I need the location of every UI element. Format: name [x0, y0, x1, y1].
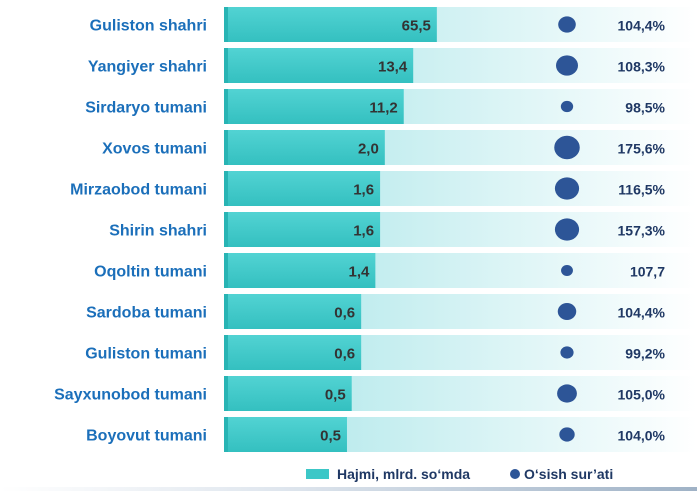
category-label: Guliston tumani — [85, 346, 207, 363]
volume-value-label: 1,6 — [353, 223, 374, 240]
legend-swatch-volume — [306, 469, 329, 479]
bottom-divider — [0, 487, 697, 491]
category-label: Yangiyer shahri — [88, 59, 207, 76]
volume-value-label: 65,5 — [402, 18, 431, 35]
category-label: Sirdaryo tumani — [85, 100, 207, 117]
category-label: Xovos tumani — [102, 141, 207, 158]
volume-bar — [224, 376, 352, 411]
volume-value-label: 2,0 — [358, 141, 379, 158]
legend-label-growth: O‘sish sur’ati — [524, 466, 614, 482]
bar-edge — [224, 89, 228, 124]
growth-circle — [554, 135, 580, 160]
growth-value-label: 157,3% — [618, 223, 666, 239]
volume-value-label: 0,5 — [325, 387, 346, 404]
category-label: Shirin shahri — [109, 223, 207, 240]
chart-row: Mirzaobod tumani 1,6 116,5% — [70, 171, 697, 206]
growth-value-label: 98,5% — [625, 100, 665, 116]
chart-row: Guliston shahri 65,5 104,4% — [90, 7, 697, 42]
category-label: Boyovut tumani — [86, 428, 207, 445]
volume-bar — [224, 48, 414, 83]
volume-bar — [224, 335, 362, 370]
growth-value-label: 104,4% — [618, 18, 666, 34]
growth-value-label: 107,7 — [630, 264, 665, 280]
bar-edge — [224, 294, 228, 329]
growth-value-label: 104,4% — [618, 305, 666, 321]
bar-edge — [224, 130, 228, 165]
bar-edge — [224, 171, 228, 206]
volume-value-label: 0,6 — [334, 305, 355, 322]
legend-swatch-growth — [510, 469, 520, 479]
category-label: Sardoba tumani — [86, 305, 207, 322]
chart-row: Sayxunobod tumani 0,5 105,0% — [54, 376, 697, 411]
growth-value-label: 105,0% — [618, 387, 666, 403]
legend-item-growth: O‘sish sur’ati — [510, 464, 613, 484]
volume-value-label: 1,6 — [353, 182, 374, 199]
growth-value-label: 116,5% — [618, 182, 665, 198]
growth-value-label: 104,0% — [618, 428, 666, 444]
volume-value-label: 13,4 — [378, 59, 408, 76]
bar-edge — [224, 48, 228, 83]
volume-bar — [224, 171, 381, 206]
chart-row: Sardoba tumani 0,6 104,4% — [86, 294, 697, 329]
legend-item-volume: Hajmi, mlrd. so‘mda — [306, 464, 470, 484]
growth-circle — [556, 55, 578, 76]
growth-value-label: 99,2% — [625, 346, 665, 362]
bar-edge — [224, 376, 228, 411]
bar-edge — [224, 212, 228, 247]
bar-edge — [224, 7, 228, 42]
category-label: Sayxunobod tumani — [54, 387, 207, 404]
chart-row: Sirdaryo tumani 11,2 98,5% — [85, 89, 697, 124]
volume-bar — [224, 212, 381, 247]
growth-circle — [554, 218, 580, 241]
chart-row: Yangiyer shahri 13,4 108,3% — [88, 48, 697, 83]
category-label: Guliston shahri — [90, 18, 207, 35]
volume-value-label: 1,4 — [349, 264, 371, 281]
growth-circle — [557, 302, 577, 321]
growth-circle — [558, 16, 576, 33]
chart-row: Shirin shahri 1,6 157,3% — [109, 212, 697, 247]
growth-circle — [559, 427, 575, 442]
growth-circle — [560, 100, 574, 113]
chart-row: Oqoltin tumani 1,4 107,7 — [94, 253, 697, 288]
category-label: Mirzaobod tumani — [70, 182, 207, 199]
volume-bar — [224, 130, 385, 165]
volume-bar — [224, 7, 437, 42]
volume-bar — [224, 294, 362, 329]
growth-value-label: 175,6% — [618, 141, 666, 157]
volume-bar — [224, 253, 376, 288]
chart-row: Guliston tumani 0,6 99,2% — [85, 335, 697, 370]
chart: Guliston shahri 65,5 104,4% Yangiyer shahri… — [54, 7, 697, 452]
volume-bar — [224, 417, 347, 452]
bar-edge — [224, 335, 228, 370]
growth-circle — [561, 265, 573, 276]
volume-bar — [224, 89, 404, 124]
category-label: Oqoltin tumani — [94, 264, 207, 281]
bar-edge — [224, 253, 228, 288]
growth-value-label: 108,3% — [618, 59, 666, 75]
volume-value-label: 0,5 — [320, 428, 341, 445]
chart-row: Xovos tumani 2,0 175,6% — [102, 130, 697, 165]
volume-value-label: 0,6 — [334, 346, 355, 363]
growth-circle — [557, 384, 577, 403]
chart-row: Boyovut tumani 0,5 104,0% — [86, 417, 697, 452]
legend-label-volume: Hajmi, mlrd. so‘mda — [337, 466, 471, 482]
growth-circle — [560, 346, 574, 359]
growth-circle — [554, 177, 580, 200]
volume-value-label: 11,2 — [369, 100, 397, 117]
bar-edge — [224, 417, 228, 452]
